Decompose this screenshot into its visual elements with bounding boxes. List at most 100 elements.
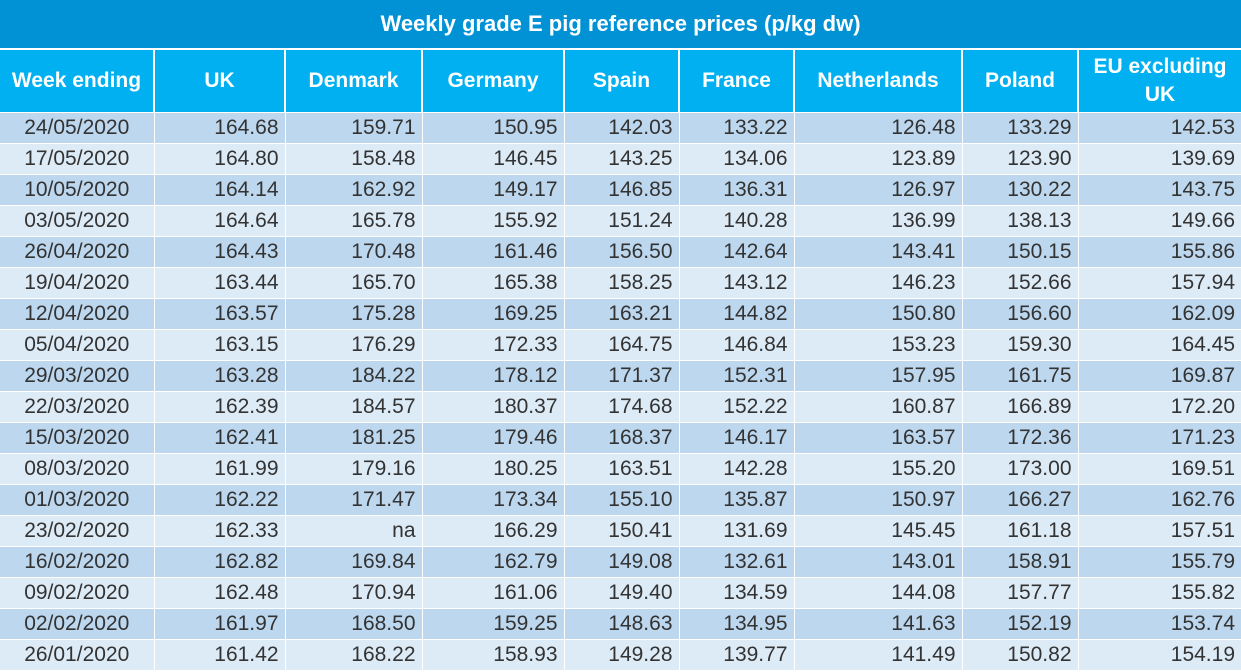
uk-cell: 163.28 bbox=[154, 359, 286, 391]
spain-cell: 158.25 bbox=[564, 266, 680, 298]
eu-excluding-uk-cell: 162.76 bbox=[1078, 483, 1241, 515]
france-cell: 133.22 bbox=[679, 111, 795, 143]
france-cell: 134.59 bbox=[679, 576, 795, 608]
germany-cell: 169.25 bbox=[422, 297, 565, 329]
week-ending-cell: 26/01/2020 bbox=[0, 638, 155, 670]
week-ending-cell: 19/04/2020 bbox=[0, 266, 155, 298]
week-ending-cell: 17/05/2020 bbox=[0, 142, 155, 174]
germany-cell: 161.46 bbox=[422, 235, 565, 267]
poland-cell: 172.36 bbox=[962, 421, 1079, 453]
eu-excluding-uk-cell: 157.94 bbox=[1078, 266, 1241, 298]
netherlands-cell: 146.23 bbox=[794, 266, 963, 298]
week-ending-cell: 24/05/2020 bbox=[0, 111, 155, 143]
week-ending-cell: 10/05/2020 bbox=[0, 173, 155, 205]
table-row: 08/03/2020 161.99 179.16 180.25 163.51 142.28… bbox=[0, 452, 1241, 484]
eu-excluding-uk-cell: 169.87 bbox=[1078, 359, 1241, 391]
table-row: 09/02/2020 162.48 170.94 161.06 149.40 134.59… bbox=[0, 576, 1241, 608]
spain-cell: 148.63 bbox=[564, 607, 680, 639]
spain-cell: 164.75 bbox=[564, 328, 680, 360]
eu-excluding-uk-cell: 162.09 bbox=[1078, 297, 1241, 329]
table-row: 29/03/2020 163.28 184.22 178.12 171.37 152.31… bbox=[0, 359, 1241, 391]
spain-cell: 150.41 bbox=[564, 514, 680, 546]
table-row: 10/05/2020 164.14 162.92 149.17 146.85 136.31… bbox=[0, 173, 1241, 205]
column-header-week-ending: Week ending bbox=[0, 50, 155, 112]
germany-cell: 173.34 bbox=[422, 483, 565, 515]
uk-cell: 163.15 bbox=[154, 328, 286, 360]
denmark-cell: 158.48 bbox=[285, 142, 423, 174]
spain-cell: 149.40 bbox=[564, 576, 680, 608]
eu-excluding-uk-cell: 171.23 bbox=[1078, 421, 1241, 453]
france-cell: 139.77 bbox=[679, 638, 795, 670]
table-body: 24/05/2020 164.68 159.71 150.95 142.03 133.22… bbox=[0, 111, 1241, 670]
france-cell: 142.64 bbox=[679, 235, 795, 267]
france-cell: 132.61 bbox=[679, 545, 795, 577]
germany-cell: 159.25 bbox=[422, 607, 565, 639]
denmark-cell: 184.57 bbox=[285, 390, 423, 422]
netherlands-cell: 123.89 bbox=[794, 142, 963, 174]
denmark-cell: 165.78 bbox=[285, 204, 423, 236]
table-row: 05/04/2020 163.15 176.29 172.33 164.75 146.84… bbox=[0, 328, 1241, 360]
denmark-cell: 171.47 bbox=[285, 483, 423, 515]
spain-cell: 163.51 bbox=[564, 452, 680, 484]
spain-cell: 143.25 bbox=[564, 142, 680, 174]
spain-cell: 151.24 bbox=[564, 204, 680, 236]
uk-cell: 164.68 bbox=[154, 111, 286, 143]
eu-excluding-uk-cell: 155.86 bbox=[1078, 235, 1241, 267]
spain-cell: 163.21 bbox=[564, 297, 680, 329]
netherlands-cell: 141.63 bbox=[794, 607, 963, 639]
uk-cell: 162.82 bbox=[154, 545, 286, 577]
germany-cell: 149.17 bbox=[422, 173, 565, 205]
poland-cell: 130.22 bbox=[962, 173, 1079, 205]
spain-cell: 146.85 bbox=[564, 173, 680, 205]
uk-cell: 161.97 bbox=[154, 607, 286, 639]
uk-cell: 162.41 bbox=[154, 421, 286, 453]
germany-cell: 180.37 bbox=[422, 390, 565, 422]
netherlands-cell: 141.49 bbox=[794, 638, 963, 670]
column-header-poland: Poland bbox=[962, 50, 1079, 112]
week-ending-cell: 12/04/2020 bbox=[0, 297, 155, 329]
week-ending-cell: 05/04/2020 bbox=[0, 328, 155, 360]
denmark-cell: 176.29 bbox=[285, 328, 423, 360]
uk-cell: 164.80 bbox=[154, 142, 286, 174]
denmark-cell: na bbox=[285, 514, 423, 546]
france-cell: 144.82 bbox=[679, 297, 795, 329]
denmark-cell: 169.84 bbox=[285, 545, 423, 577]
eu-excluding-uk-cell: 142.53 bbox=[1078, 111, 1241, 143]
germany-cell: 165.38 bbox=[422, 266, 565, 298]
poland-cell: 150.15 bbox=[962, 235, 1079, 267]
poland-cell: 123.90 bbox=[962, 142, 1079, 174]
column-header-denmark: Denmark bbox=[285, 50, 423, 112]
week-ending-cell: 22/03/2020 bbox=[0, 390, 155, 422]
spain-cell: 171.37 bbox=[564, 359, 680, 391]
eu-excluding-uk-cell: 149.66 bbox=[1078, 204, 1241, 236]
table-row: 26/04/2020 164.43 170.48 161.46 156.50 142.64… bbox=[0, 235, 1241, 267]
week-ending-cell: 16/02/2020 bbox=[0, 545, 155, 577]
germany-cell: 179.46 bbox=[422, 421, 565, 453]
week-ending-cell: 08/03/2020 bbox=[0, 452, 155, 484]
netherlands-cell: 145.45 bbox=[794, 514, 963, 546]
france-cell: 131.69 bbox=[679, 514, 795, 546]
eu-excluding-uk-cell: 157.51 bbox=[1078, 514, 1241, 546]
uk-cell: 164.14 bbox=[154, 173, 286, 205]
netherlands-cell: 160.87 bbox=[794, 390, 963, 422]
week-ending-cell: 26/04/2020 bbox=[0, 235, 155, 267]
week-ending-cell: 29/03/2020 bbox=[0, 359, 155, 391]
week-ending-cell: 23/02/2020 bbox=[0, 514, 155, 546]
netherlands-cell: 126.97 bbox=[794, 173, 963, 205]
header-row: Week ending UK Denmark Germany Spain Fra… bbox=[0, 50, 1241, 112]
table-row: 22/03/2020 162.39 184.57 180.37 174.68 152.22… bbox=[0, 390, 1241, 422]
eu-excluding-uk-cell: 139.69 bbox=[1078, 142, 1241, 174]
spain-cell: 174.68 bbox=[564, 390, 680, 422]
table-row: 12/04/2020 163.57 175.28 169.25 163.21 144.82… bbox=[0, 297, 1241, 329]
uk-cell: 162.33 bbox=[154, 514, 286, 546]
denmark-cell: 175.28 bbox=[285, 297, 423, 329]
table-row: 23/02/2020 162.33 na 166.29 150.41 131.69 145.… bbox=[0, 514, 1241, 546]
uk-cell: 164.64 bbox=[154, 204, 286, 236]
germany-cell: 172.33 bbox=[422, 328, 565, 360]
germany-cell: 146.45 bbox=[422, 142, 565, 174]
netherlands-cell: 163.57 bbox=[794, 421, 963, 453]
denmark-cell: 159.71 bbox=[285, 111, 423, 143]
denmark-cell: 162.92 bbox=[285, 173, 423, 205]
poland-cell: 159.30 bbox=[962, 328, 1079, 360]
